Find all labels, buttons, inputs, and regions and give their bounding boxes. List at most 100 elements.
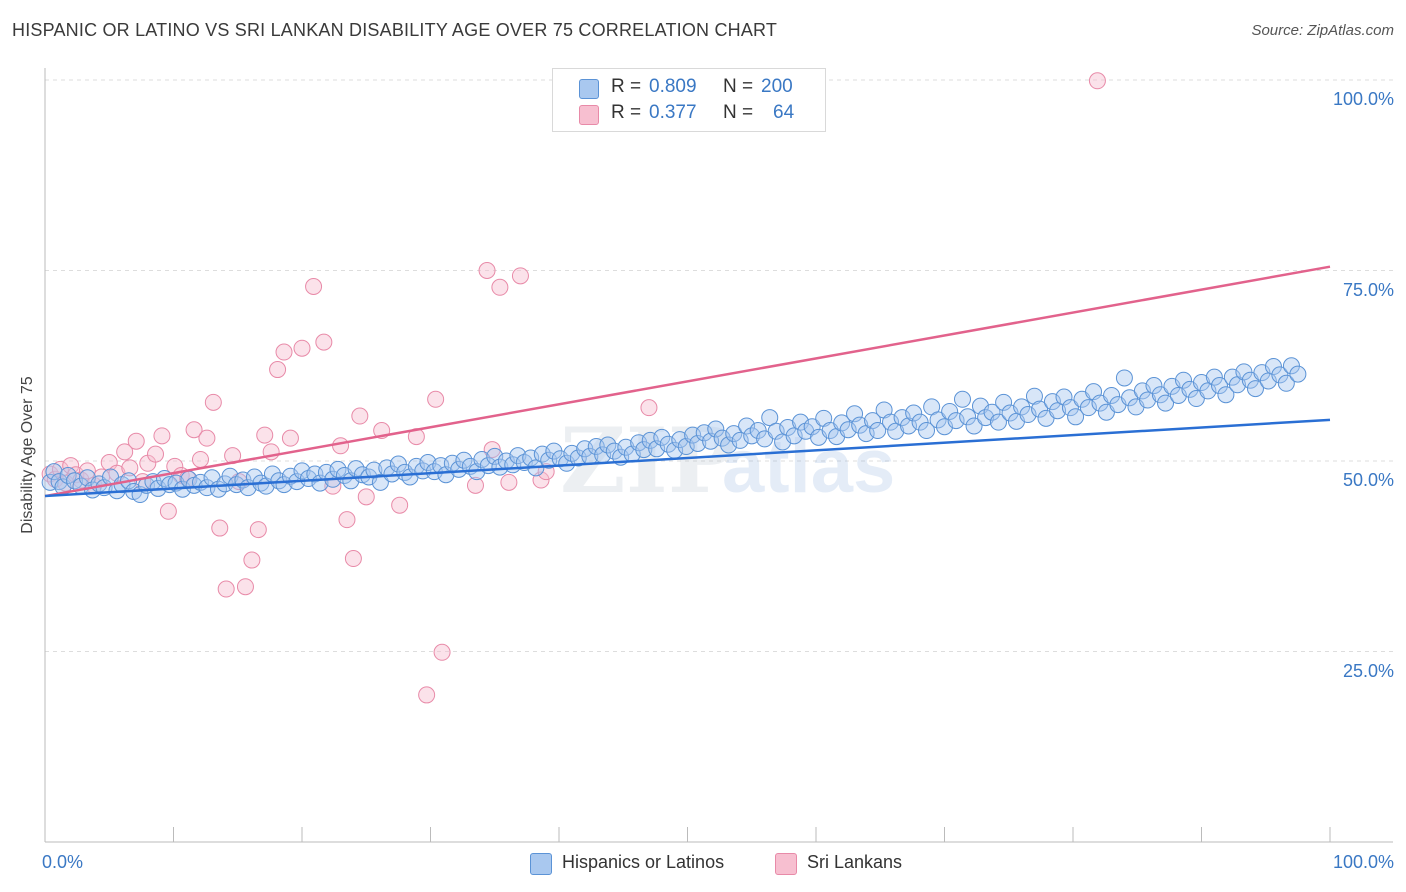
srilankan-point-32 <box>243 551 261 569</box>
hispanic-point-209 <box>1289 365 1307 383</box>
srilankan-point-24 <box>191 450 209 468</box>
srilankan-point-13 <box>121 459 139 477</box>
hispanic-point-169 <box>1049 402 1067 420</box>
hispanic-point-35 <box>245 468 263 486</box>
x-tick-label-max: 100.0% <box>1332 852 1394 872</box>
srilankan-point-28 <box>217 580 235 598</box>
hispanic-point-115 <box>725 425 743 443</box>
hispanic-point-138 <box>864 412 882 430</box>
hispanic-point-97 <box>617 438 635 456</box>
hispanic-points <box>41 357 1307 504</box>
r-value-1: 0.809 <box>649 76 697 97</box>
hispanic-point-197 <box>1217 386 1235 404</box>
stats-swatch-pink <box>579 105 599 125</box>
r-value-2: 0.377 <box>649 102 697 123</box>
source-label: Source: ZipAtlas.com <box>1251 22 1394 39</box>
hispanic-point-187 <box>1157 394 1175 412</box>
hispanic-point-76 <box>491 458 509 476</box>
srilankan-point-20 <box>166 457 184 475</box>
srilankan-point-39 <box>293 339 311 357</box>
hispanic-point-158 <box>983 403 1001 421</box>
srilankan-points <box>41 72 1106 704</box>
hispanic-point-56 <box>371 473 389 491</box>
legend: Hispanics or Latinos Sri Lankans <box>0 852 1406 878</box>
srilankan-point-53 <box>433 643 451 661</box>
stats-row-hispanic: R = 0.809 N = 200 <box>553 76 825 102</box>
hispanic-point-159 <box>989 413 1007 431</box>
hispanic-point-146 <box>911 413 929 431</box>
srilankan-point-41 <box>315 333 333 351</box>
srilankan-point-27 <box>211 519 229 537</box>
hispanic-point-178 <box>1103 386 1121 404</box>
hispanic-point-154 <box>959 408 977 426</box>
hispanic-point-171 <box>1061 399 1079 417</box>
srilankan-point-14 <box>127 432 145 450</box>
hispanic-point-121 <box>761 409 779 427</box>
srilankan-point-46 <box>351 407 369 425</box>
srilankan-point-43 <box>332 437 350 455</box>
hispanic-point-106 <box>671 431 689 449</box>
srilankan-point-6 <box>72 471 90 489</box>
y-tick-label-2: 75.0% <box>1342 279 1394 300</box>
hispanic-point-200 <box>1235 363 1253 381</box>
x-tick-label-min: 0.0% <box>42 852 84 872</box>
y-axis-label: Disability Age Over 75 <box>19 376 36 534</box>
hispanic-point-190 <box>1175 371 1193 389</box>
watermark: ZIP atlas <box>560 408 895 514</box>
hispanic-point-193 <box>1193 374 1210 392</box>
legend-label-hispanic: Hispanics or Latinos <box>562 852 725 872</box>
y-tick-label-1: 50.0% <box>1342 470 1394 490</box>
n-value-2: 64 <box>773 102 795 123</box>
hispanic-point-184 <box>1139 391 1157 409</box>
hispanic-point-166 <box>1031 400 1049 418</box>
chart-title: HISPANIC OR LATINO VS SRI LANKAN DISABIL… <box>12 20 778 40</box>
hispanic-point-142 <box>887 422 905 440</box>
srilankan-point-31 <box>236 578 254 596</box>
hispanic-point-185 <box>1145 377 1163 395</box>
hispanic-point-153 <box>953 390 971 408</box>
hispanic-point-0 <box>41 473 59 491</box>
srilankan-point-49 <box>391 496 409 514</box>
hispanic-point-139 <box>869 422 887 440</box>
srilankan-point-19 <box>159 502 177 520</box>
stats-box: R = 0.809 N = 200 R = 0.377 N = 64 <box>552 68 826 132</box>
srilankan-point-47 <box>357 488 375 506</box>
hispanic-point-64 <box>419 454 437 472</box>
srilankan-point-38 <box>281 429 299 447</box>
hispanic-point-70 <box>455 451 473 469</box>
stats-row-srilankan: R = 0.377 N = 64 <box>553 102 825 128</box>
legend-swatch-pink <box>775 853 797 875</box>
srilankan-point-25 <box>198 429 216 447</box>
srilankan-point-18 <box>153 427 171 445</box>
r-label-2: R = <box>611 102 642 123</box>
hispanic-point-100 <box>635 441 653 459</box>
srilankan-point-34 <box>256 426 274 444</box>
srilankan-point-58 <box>500 473 518 491</box>
hispanic-point-151 <box>941 402 959 420</box>
n-label-2: N = <box>723 102 754 123</box>
srilankan-point-23 <box>185 421 203 439</box>
hispanic-point-147 <box>918 422 936 440</box>
srilankan-point-56 <box>483 441 501 459</box>
srilankan-point-59 <box>511 267 529 285</box>
srilankan-point-7 <box>78 462 96 480</box>
hispanic-point-205 <box>1264 358 1282 376</box>
srilankan-point-33 <box>249 521 267 539</box>
srilankan-point-63 <box>1088 72 1106 90</box>
srilankan-point-55 <box>478 262 496 279</box>
hispanic-point-133 <box>833 414 851 432</box>
legend-label-srilankan: Sri Lankans <box>807 852 903 872</box>
hispanic-point-196 <box>1210 377 1228 395</box>
hispanic-point-145 <box>905 404 923 422</box>
hispanic-point-59 <box>389 455 407 473</box>
hispanic-point-149 <box>929 411 947 429</box>
hispanic-point-160 <box>995 393 1013 411</box>
srilankan-point-17 <box>147 445 165 463</box>
hispanic-trend-line <box>44 418 1331 498</box>
hispanic-point-128 <box>803 418 821 436</box>
hispanic-point-207 <box>1277 374 1295 392</box>
srilankan-point-26 <box>204 393 222 411</box>
n-label-1: N = <box>723 76 754 97</box>
hispanic-point-136 <box>851 416 869 434</box>
hispanic-point-94 <box>599 436 617 454</box>
